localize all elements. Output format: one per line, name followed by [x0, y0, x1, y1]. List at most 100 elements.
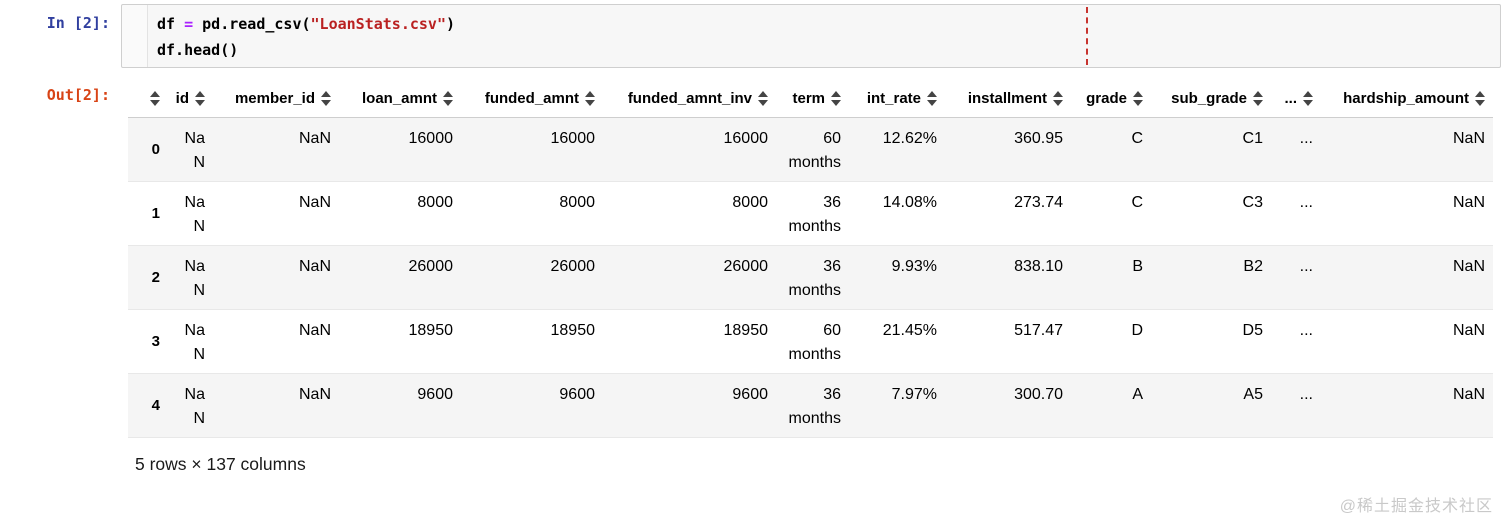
table-cell: C1: [1242, 129, 1263, 147]
column-label: grade: [1086, 89, 1127, 107]
table-cell: C: [1131, 129, 1143, 147]
sort-icon[interactable]: [443, 90, 453, 106]
column-header-term[interactable]: term: [776, 80, 849, 118]
column-label: installment: [967, 89, 1047, 107]
row-index: 3: [151, 332, 160, 350]
sort-icon[interactable]: [1133, 90, 1143, 106]
table-cell: 21.45%: [882, 321, 937, 339]
column-header-funded_amnt_inv[interactable]: funded_amnt_inv: [603, 80, 776, 118]
column-label: ...: [1284, 89, 1297, 107]
column-header-grade[interactable]: grade: [1071, 80, 1151, 118]
sort-icon[interactable]: [927, 90, 937, 106]
sort-icon[interactable]: [195, 90, 205, 106]
table-cell: C: [1131, 193, 1143, 211]
column-header-index[interactable]: [128, 80, 168, 118]
column-label: funded_amnt: [484, 89, 579, 107]
sort-icon[interactable]: [758, 90, 768, 106]
sort-icon[interactable]: [585, 90, 595, 106]
table-cell: 8000: [417, 193, 453, 211]
table-cell: 36 months: [788, 193, 841, 235]
row-index: 1: [151, 204, 160, 222]
sort-icon[interactable]: [1053, 90, 1063, 106]
row-index: 4: [151, 396, 160, 414]
table-cell: 273.74: [1014, 193, 1063, 211]
table-cell: NaN: [184, 257, 205, 299]
table-cell: B: [1132, 257, 1143, 275]
row-index: 0: [151, 140, 160, 158]
column-header-ellipsis[interactable]: ...: [1271, 80, 1321, 118]
dataframe-summary: 5 rows × 137 columns: [135, 453, 306, 474]
sort-icon[interactable]: [1253, 90, 1263, 106]
table-cell: NaN: [1452, 129, 1485, 147]
table-cell: 9.93%: [891, 257, 937, 275]
column-label: funded_amnt_inv: [627, 89, 752, 107]
sort-icon[interactable]: [321, 90, 331, 106]
column-header-member_id[interactable]: member_id: [213, 80, 339, 118]
table-cell: NaN: [298, 129, 331, 147]
table-cell: ...: [1299, 193, 1313, 211]
column-header-loan_amnt[interactable]: loan_amnt: [339, 80, 461, 118]
column-header-sub_grade[interactable]: sub_grade: [1151, 80, 1271, 118]
column-label: int_rate: [866, 89, 921, 107]
column-label: sub_grade: [1171, 89, 1247, 107]
table-row: 1 NaN NaN 8000 8000 8000 36 months 14.08% 273.74…: [128, 181, 1493, 245]
table-cell: NaN: [1452, 257, 1485, 275]
table-row: 4 NaN NaN 9600 9600 9600 36 months 7.97% 300.70 A…: [128, 373, 1493, 437]
table-cell: A: [1132, 385, 1143, 403]
table-cell: 16000: [550, 129, 596, 147]
table-cell: NaN: [184, 321, 205, 363]
table-cell: ...: [1299, 385, 1313, 403]
column-header-id[interactable]: id: [168, 80, 213, 118]
sort-icon[interactable]: [150, 90, 160, 106]
table-cell: D5: [1242, 321, 1263, 339]
table-cell: 18950: [408, 321, 454, 339]
table-cell: 16000: [408, 129, 454, 147]
table-cell: ...: [1299, 129, 1313, 147]
table-cell: NaN: [1452, 193, 1485, 211]
table-cell: NaN: [298, 385, 331, 403]
table-cell: 26000: [408, 257, 454, 275]
code-line[interactable]: df.head(): [157, 41, 239, 59]
code-cell[interactable]: df = pd.read_csv("LoanStats.csv") df.head…: [121, 4, 1501, 68]
table-cell: 26000: [550, 257, 596, 275]
table-cell: C3: [1242, 193, 1263, 211]
table-cell: NaN: [184, 385, 205, 427]
sort-icon[interactable]: [1303, 90, 1313, 106]
column-header-hardship_amount[interactable]: hardship_amount: [1321, 80, 1493, 118]
dataframe-table: id member_id loan_amnt funded_amnt funded_am…: [128, 80, 1493, 438]
table-cell: D: [1131, 321, 1143, 339]
table-cell: NaN: [184, 193, 205, 235]
table-cell: B2: [1243, 257, 1263, 275]
table-cell: 36 months: [788, 257, 841, 299]
column-header-installment[interactable]: installment: [945, 80, 1071, 118]
table-cell: 14.08%: [882, 193, 937, 211]
table-cell: A5: [1243, 385, 1263, 403]
table-cell: 9600: [732, 385, 768, 403]
table-cell: 18950: [550, 321, 596, 339]
table-cell: ...: [1299, 257, 1313, 275]
table-row: 0 NaN NaN 16000 16000 16000 60 months 12.62% 360…: [128, 117, 1493, 181]
table-cell: 9600: [417, 385, 453, 403]
output-area: Out[2]: id member_id loan_amnt funded_amnt f…: [0, 80, 1512, 475]
column-header-int_rate[interactable]: int_rate: [849, 80, 945, 118]
table-cell: NaN: [1452, 321, 1485, 339]
table-cell: 8000: [559, 193, 595, 211]
column-header-funded_amnt[interactable]: funded_amnt: [461, 80, 603, 118]
table-cell: 60 months: [788, 321, 841, 363]
column-label: term: [792, 89, 825, 107]
table-cell: 8000: [732, 193, 768, 211]
code-lines[interactable]: df = pd.read_csv("LoanStats.csv") df.head…: [148, 5, 1500, 67]
table-cell: 26000: [723, 257, 769, 275]
table-cell: 7.97%: [891, 385, 937, 403]
sort-icon[interactable]: [831, 90, 841, 106]
table-row: 3 NaN NaN 18950 18950 18950 60 months 21.45% 517…: [128, 309, 1493, 373]
code-gutter: [122, 5, 148, 67]
code-line[interactable]: df = pd.read_csv("LoanStats.csv"): [157, 15, 456, 33]
sort-icon[interactable]: [1475, 90, 1485, 106]
table-cell: NaN: [1452, 385, 1485, 403]
table-cell: 18950: [723, 321, 769, 339]
table-cell: ...: [1299, 321, 1313, 339]
table-cell: 360.95: [1014, 129, 1063, 147]
input-cell: In [2]: df = pd.read_csv("LoanStats.csv"…: [0, 0, 1512, 68]
